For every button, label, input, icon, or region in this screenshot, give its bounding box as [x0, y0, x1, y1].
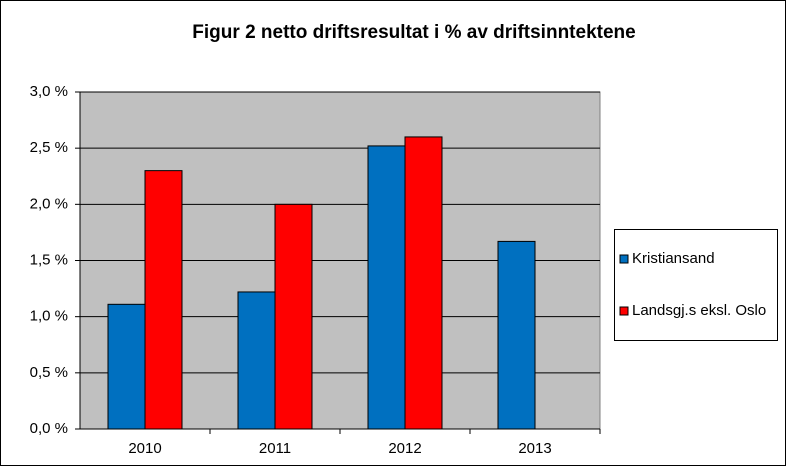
legend-swatch [619, 254, 629, 264]
y-tick-label: 2,5 % [30, 139, 68, 156]
y-tick-label: 0,5 % [30, 364, 68, 381]
bar [367, 145, 406, 430]
bar [274, 203, 313, 430]
y-tick-label: 2,0 % [30, 195, 68, 212]
y-tick-label: 3,0 % [30, 83, 68, 100]
x-tick-label: 2010 [128, 440, 161, 457]
x-tick-label: 2011 [259, 440, 291, 457]
legend [614, 229, 778, 341]
y-tick-label: 0,0 % [30, 420, 68, 437]
chart-title: Figur 2 netto driftsresultat i % av drif… [192, 22, 635, 43]
bar [404, 136, 443, 430]
bar [144, 170, 183, 430]
legend-label: Landsgj.s eksl. Oslo [632, 302, 766, 319]
bar [237, 291, 276, 430]
x-tick-label: 2013 [518, 440, 551, 457]
y-tick-label: 1,5 % [30, 251, 68, 268]
y-tick-label: 1,0 % [30, 308, 68, 325]
bar [107, 303, 146, 430]
legend-label: Kristiansand [632, 250, 715, 267]
x-tick-label: 2012 [388, 440, 421, 457]
bar [497, 240, 536, 430]
legend-swatch [619, 306, 629, 316]
